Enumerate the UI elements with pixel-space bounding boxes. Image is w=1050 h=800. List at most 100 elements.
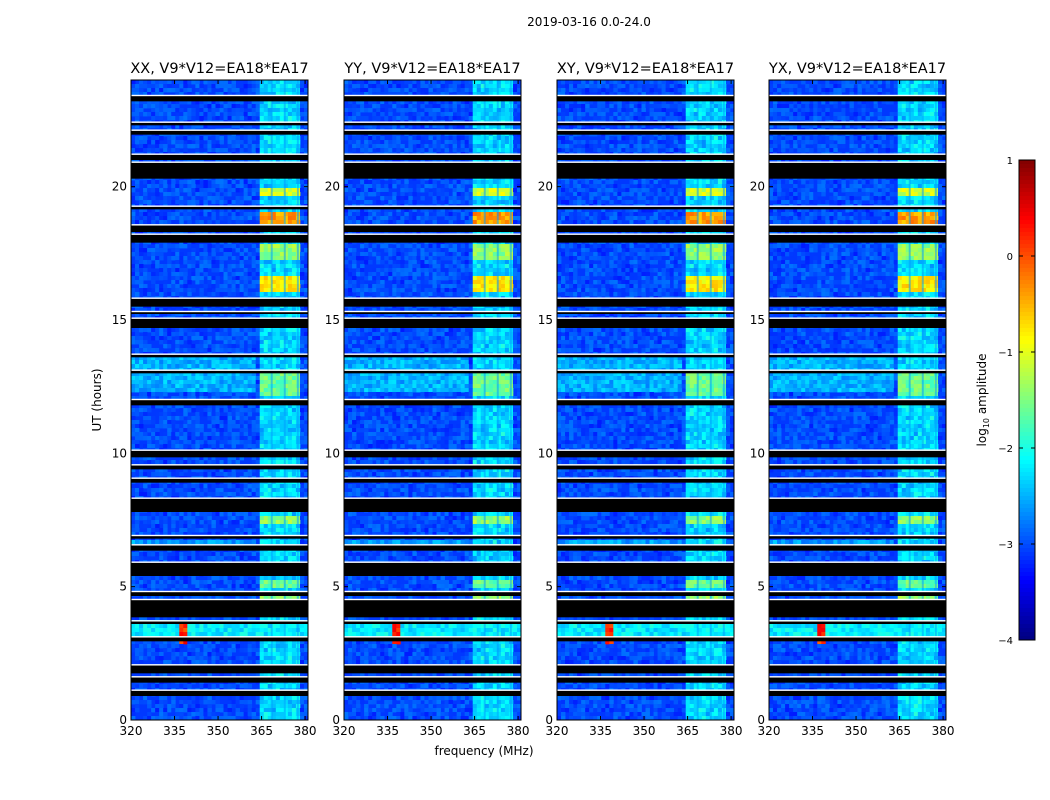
y-tick-label: 10	[112, 446, 127, 460]
colorbar-segment	[1019, 340, 1035, 345]
colorbar-segment	[1019, 348, 1035, 353]
colorbar-segment	[1019, 608, 1035, 613]
flagged-band	[557, 562, 734, 576]
colorbar-segment	[1019, 168, 1035, 173]
y-tick-label: 20	[750, 180, 765, 194]
colorbar-segment	[1019, 636, 1035, 641]
panel-title: YX, V9*V12=EA18*EA17	[768, 61, 946, 77]
flagged-band	[557, 130, 734, 135]
colorbar: 1 0 −1 −2 −3 −4 log10 amplitude	[975, 156, 1036, 647]
flagged-band	[344, 354, 521, 358]
y-tick-label: 15	[112, 313, 127, 327]
colorbar-segment	[1019, 264, 1035, 269]
colorbar-segment	[1019, 296, 1035, 301]
colorbar-segment	[1019, 468, 1035, 473]
colorbar-label: log10 amplitude	[975, 354, 991, 447]
flagged-band	[557, 478, 734, 483]
colorbar-segment	[1019, 484, 1035, 489]
colorbar-segment	[1019, 624, 1035, 629]
colorbar-segment	[1019, 420, 1035, 425]
colorbar-tick-label: −1	[998, 348, 1013, 359]
panel-frame	[130, 79, 309, 721]
colorbar-segment	[1019, 172, 1035, 177]
colorbar-segment	[1019, 408, 1035, 413]
colorbar-segment	[1019, 388, 1035, 393]
colorbar-segment	[1019, 464, 1035, 469]
y-tick-label: 5	[757, 580, 765, 594]
flagged-band	[769, 621, 946, 624]
flagged-band	[557, 162, 734, 179]
flagged-band	[131, 312, 308, 314]
x-tick-label: 365	[250, 724, 273, 738]
flagged-band	[344, 677, 521, 683]
colorbar-segment	[1019, 632, 1035, 637]
colorbar-segment	[1019, 452, 1035, 457]
flagged-band	[769, 154, 946, 160]
flagged-band	[131, 400, 308, 406]
colorbar-segment	[1019, 328, 1035, 333]
colorbar-segment	[1019, 532, 1035, 537]
colorbar-segment	[1019, 220, 1035, 225]
heatmap	[344, 80, 521, 720]
colorbar-segment	[1019, 308, 1035, 313]
flagged-band	[557, 354, 734, 358]
flagged-band	[131, 96, 308, 102]
flagged-band	[344, 312, 521, 314]
y-tick-label: 10	[750, 446, 765, 460]
colorbar-segment	[1019, 540, 1035, 545]
flagged-band	[557, 450, 734, 458]
flagged-band	[131, 498, 308, 512]
x-tick-label: 380	[720, 724, 743, 738]
colorbar-segment	[1019, 200, 1035, 205]
y-tick-label: 0	[119, 713, 127, 727]
colorbar-segment	[1019, 448, 1035, 453]
panel-title: XX, V9*V12=EA18*EA17	[130, 61, 308, 77]
colorbar-segment	[1019, 612, 1035, 617]
flagged-band	[131, 562, 308, 576]
colorbar-segment	[1019, 248, 1035, 253]
flagged-band	[131, 206, 308, 210]
x-tick-label: 350	[633, 724, 656, 738]
flagged-band	[557, 690, 734, 696]
colorbar-segment	[1019, 176, 1035, 181]
panel-3: XY, V9*V12=EA18*EA17 320 335 350 365 380 0 5 10 1…	[538, 61, 743, 738]
colorbar-segment	[1019, 240, 1035, 245]
flagged-band	[557, 637, 734, 642]
colorbar-segment	[1019, 368, 1035, 373]
colorbar-segment	[1019, 548, 1035, 553]
flagged-band	[557, 621, 734, 624]
x-tick-label: 350	[845, 724, 868, 738]
y-tick-label: 5	[119, 580, 127, 594]
y-tick-label: 15	[750, 313, 765, 327]
colorbar-segment	[1019, 180, 1035, 185]
flagged-band	[344, 96, 521, 102]
colorbar-segment	[1019, 552, 1035, 557]
colorbar-segment	[1019, 584, 1035, 589]
y-tick-label: 20	[112, 180, 127, 194]
colorbar-segment	[1019, 432, 1035, 437]
flagged-band	[131, 621, 308, 624]
colorbar-segment	[1019, 572, 1035, 577]
flagged-band	[344, 298, 521, 307]
flagged-band	[769, 600, 946, 618]
colorbar-tick-label: 0	[1007, 252, 1013, 263]
colorbar-segment	[1019, 528, 1035, 533]
colorbar-segment	[1019, 332, 1035, 337]
colorbar-segment	[1019, 196, 1035, 201]
colorbar-segment	[1019, 520, 1035, 525]
flagged-band	[344, 370, 521, 374]
x-axis-label: frequency (MHz)	[434, 744, 533, 758]
colorbar-segment	[1019, 288, 1035, 293]
colorbar-segment	[1019, 488, 1035, 493]
colorbar-segment	[1019, 224, 1035, 229]
flagged-band	[557, 206, 734, 210]
panel-1: XX, V9*V12=EA18*EA17 320 335 350 365 380 0 5 10 1…	[112, 61, 317, 738]
flagged-band	[131, 677, 308, 683]
flagged-band	[344, 498, 521, 512]
flagged-band	[344, 154, 521, 160]
flagged-band	[344, 162, 521, 179]
x-tick-label: 380	[507, 724, 530, 738]
flagged-band	[131, 370, 308, 374]
flagged-band	[769, 298, 946, 307]
